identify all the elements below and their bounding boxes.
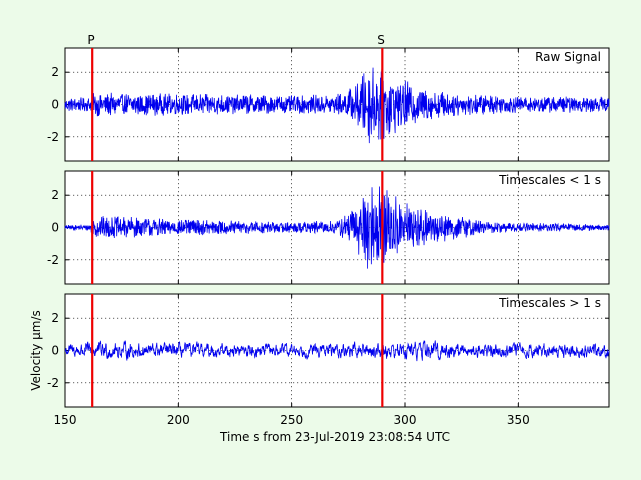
panel-label: Timescales < 1 s [498, 173, 601, 187]
waveform-trace [64, 186, 610, 269]
s-pick-label: S [377, 33, 385, 47]
y-tick-label: 2 [51, 65, 59, 79]
panel-3: -2 0 2 Timescales > 1 s Velocity μm/s [29, 293, 610, 408]
y-axis-title: Velocity μm/s [29, 310, 43, 391]
y-tick-label: 2 [51, 311, 59, 325]
x-tick-label: 150 [54, 413, 77, 427]
x-tick-label: 350 [507, 413, 530, 427]
panel-label: Raw Signal [535, 50, 601, 64]
y-tick-label: 0 [51, 344, 59, 358]
x-axis-title: Time s from 23-Jul-2019 23:08:54 UTC [219, 430, 450, 444]
waveform-trace [64, 67, 610, 144]
x-tick-label: 250 [280, 413, 303, 427]
y-tick-label: -2 [47, 376, 59, 390]
x-tick-label: 200 [167, 413, 190, 427]
panel-1: -2 0 2 Raw Signal [47, 47, 610, 162]
x-tick-label: 300 [394, 413, 417, 427]
panel-label: Timescales > 1 s [498, 296, 601, 310]
y-tick-label: 2 [51, 188, 59, 202]
p-pick-label: P [87, 33, 94, 47]
panels-group: -2 0 2 Raw Signal -2 0 2 Timescales < 1 s -2 0 2 Ti… [29, 47, 610, 408]
waveform-trace [64, 339, 610, 362]
y-tick-label: -2 [47, 130, 59, 144]
y-tick-label: 0 [51, 221, 59, 235]
y-tick-label: 0 [51, 98, 59, 112]
x-axis-ticks: 150 200 250 300 350 [54, 413, 530, 427]
panel-2: -2 0 2 Timescales < 1 s [47, 170, 610, 285]
y-tick-label: -2 [47, 253, 59, 267]
